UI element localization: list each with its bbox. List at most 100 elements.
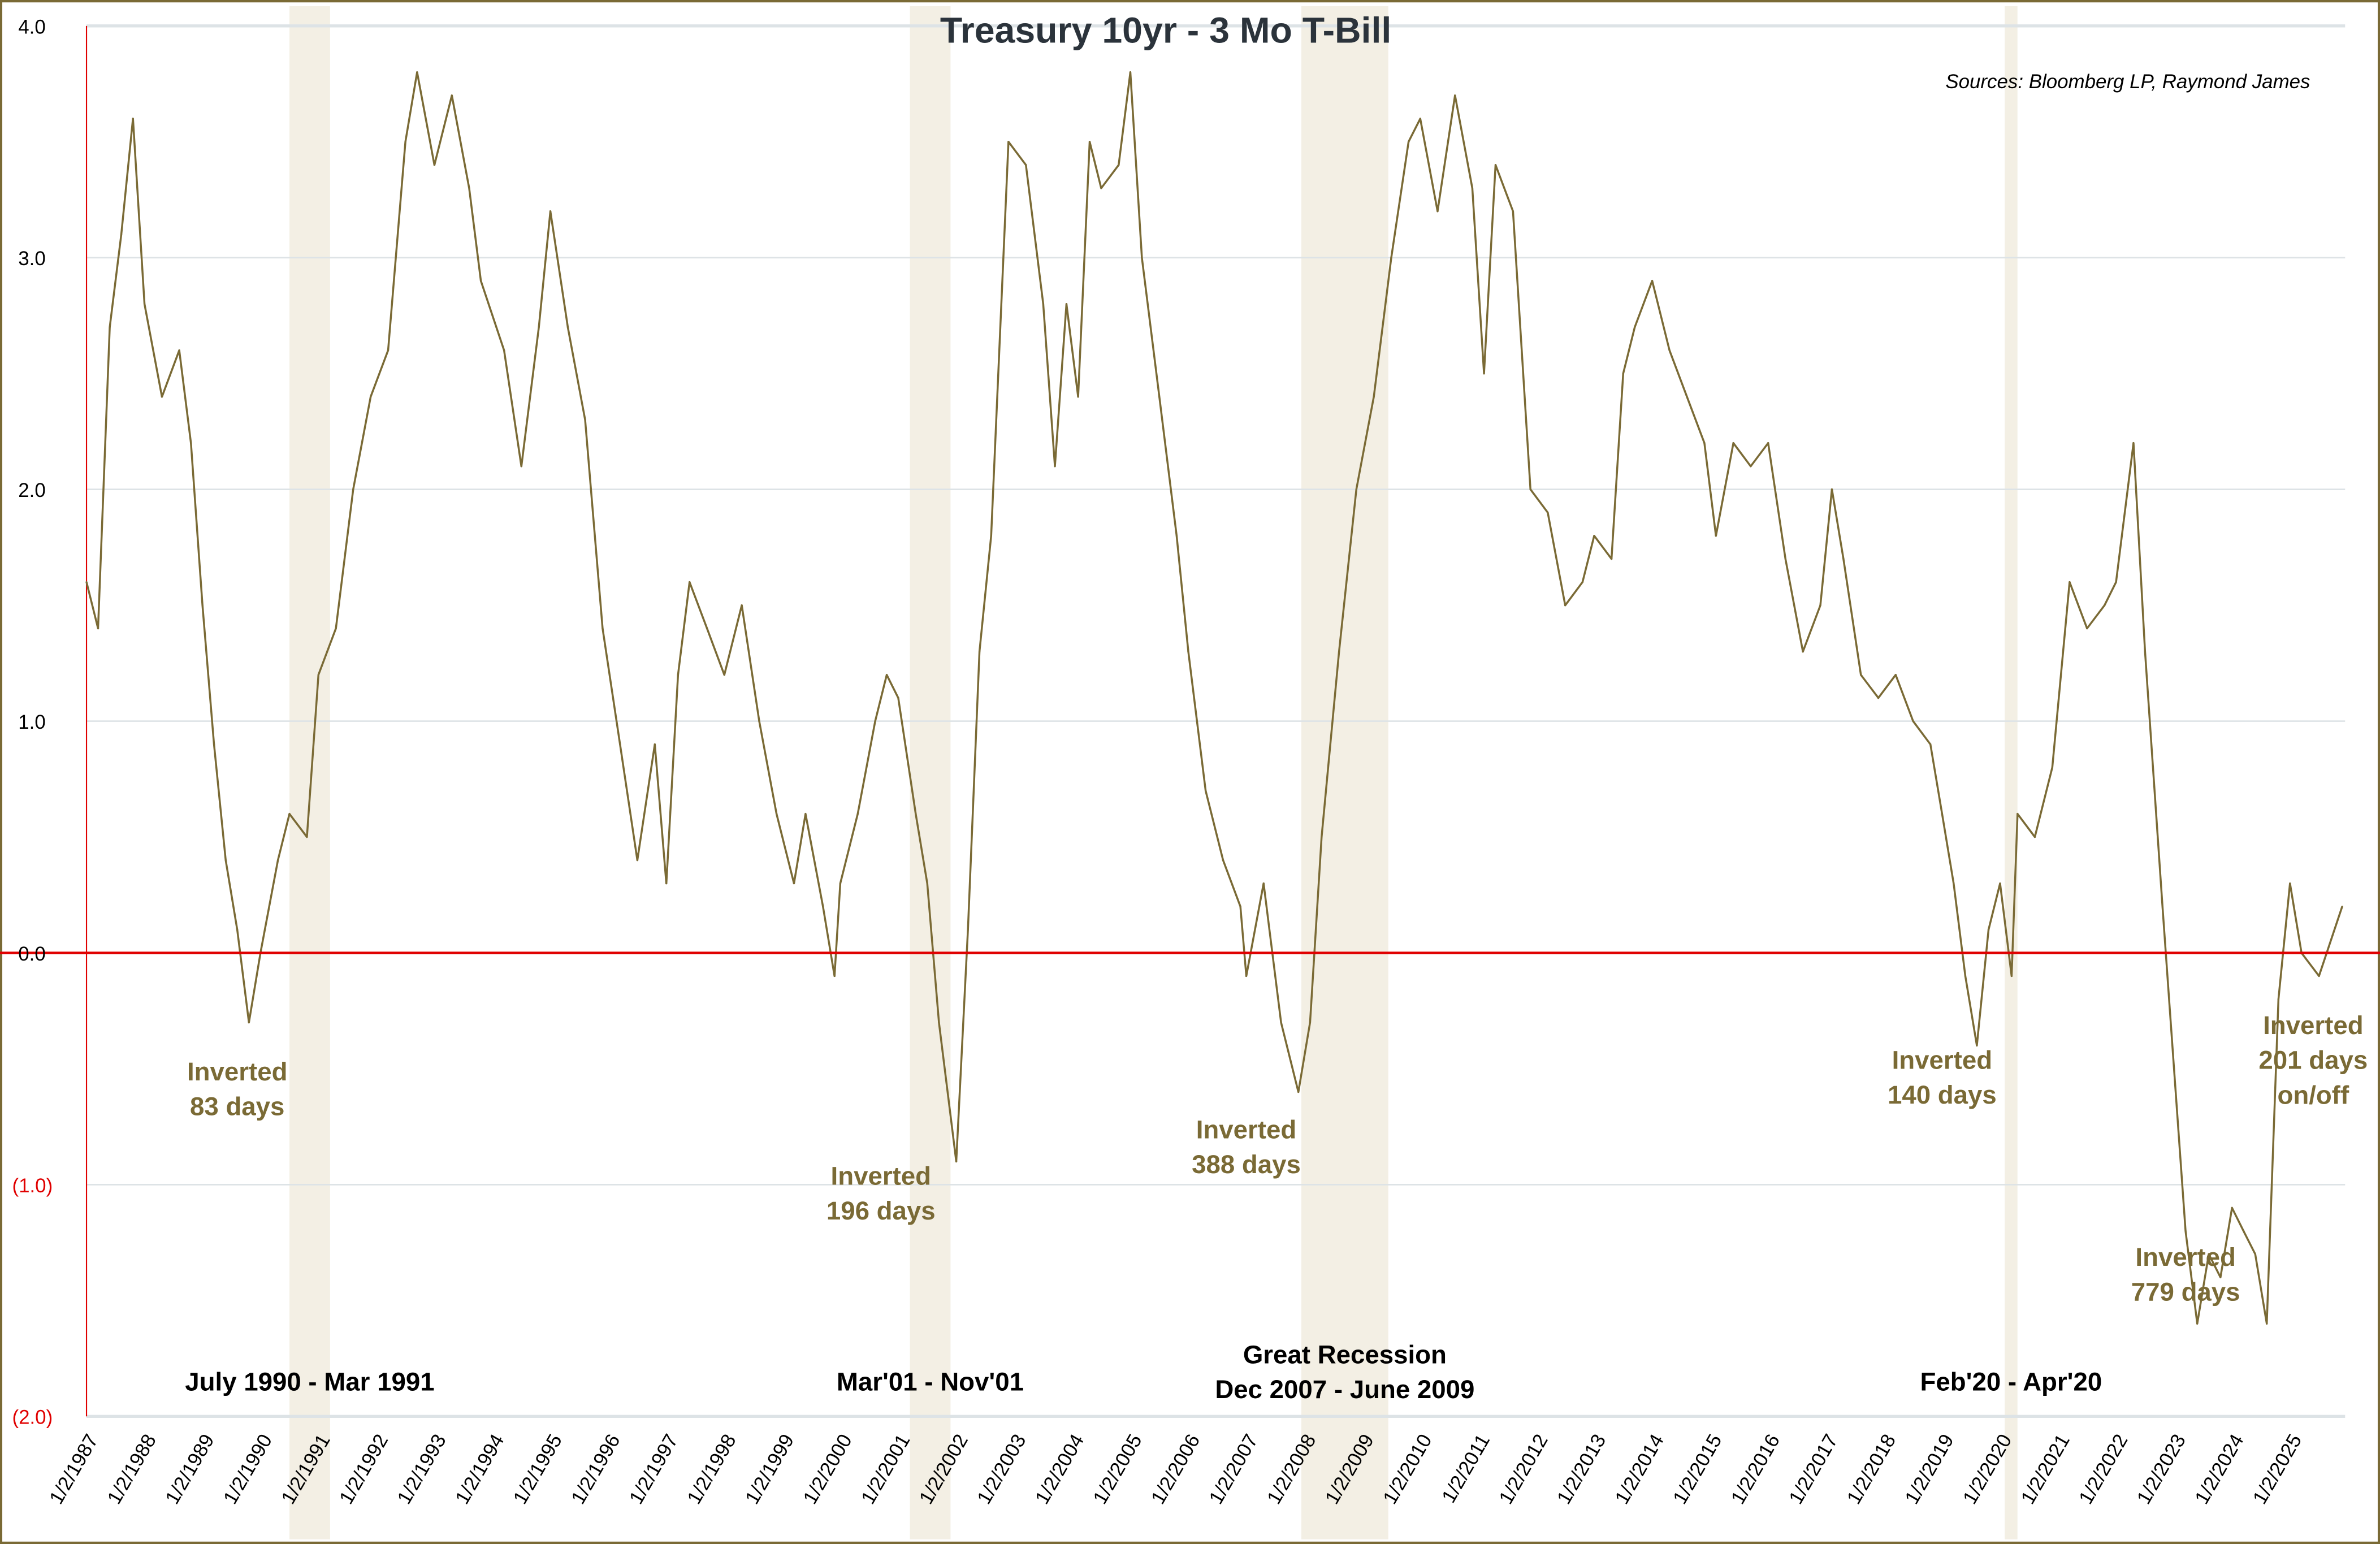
data-point: [885, 673, 888, 676]
inversion-annotation: Inverted: [2135, 1243, 2236, 1271]
data-point: [1941, 812, 1943, 815]
inversion-annotation: on/off: [2277, 1080, 2349, 1109]
data-point: [1390, 257, 1392, 259]
data-point: [2196, 1322, 2199, 1325]
data-point: [2132, 442, 2135, 444]
data-point: [2016, 812, 2019, 815]
data-point: [926, 882, 928, 885]
data-point: [161, 396, 163, 398]
data-point: [1686, 396, 1688, 398]
data-point: [1007, 141, 1010, 143]
data-point: [1877, 697, 1880, 699]
data-point: [1512, 210, 1514, 213]
data-point: [2341, 905, 2343, 908]
data-point: [2184, 1230, 2187, 1232]
data-point: [1158, 396, 1161, 398]
data-point: [938, 1021, 940, 1024]
data-point: [955, 1160, 958, 1162]
data-point: [201, 604, 204, 607]
data-point: [503, 349, 505, 352]
data-point: [741, 604, 743, 607]
data-point: [793, 882, 795, 885]
inversion-annotation: Inverted: [2263, 1011, 2363, 1040]
data-point: [856, 812, 859, 815]
data-point: [584, 419, 586, 421]
data-point: [2161, 905, 2163, 908]
inversion-annotation: Inverted: [1196, 1115, 1297, 1144]
spread-series-line: [85, 71, 2343, 1325]
data-point: [1262, 882, 1265, 885]
data-point: [2086, 627, 2088, 630]
data-point: [833, 975, 836, 978]
data-point: [2266, 1322, 2268, 1325]
data-point: [370, 396, 372, 398]
data-point: [804, 812, 807, 815]
inversion-annotation: 388 days: [1192, 1150, 1301, 1179]
data-point: [1593, 535, 1595, 537]
inversion-annotation: 779 days: [2131, 1278, 2240, 1307]
data-point: [1175, 535, 1178, 537]
inversion-annotation: Inverted: [831, 1161, 932, 1190]
data-point: [1622, 373, 1624, 375]
y-tick-label: 0.0: [18, 943, 46, 965]
data-point: [677, 673, 679, 676]
data-point: [1436, 210, 1439, 213]
chart-source: Sources: Bloomberg LP, Raymond James: [1945, 71, 2310, 93]
data-point: [416, 71, 418, 73]
data-point: [288, 812, 291, 815]
data-point: [335, 627, 337, 630]
y-tick-label: (1.0): [12, 1175, 53, 1197]
data-point: [723, 673, 725, 676]
data-point: [2010, 975, 2013, 978]
data-point: [120, 233, 123, 236]
data-point: [967, 928, 969, 931]
inversion-annotation: Inverted: [187, 1057, 288, 1086]
data-point: [404, 141, 406, 143]
data-point: [874, 720, 876, 723]
data-point: [2219, 1276, 2222, 1278]
data-point: [2208, 1253, 2210, 1255]
data-point: [1581, 581, 1584, 583]
recession-label: Feb'20 - Apr'20: [1920, 1368, 2102, 1396]
y-tick-label: 1.0: [18, 711, 46, 733]
data-point: [1239, 905, 1241, 908]
data-point: [619, 743, 621, 746]
data-point: [2115, 581, 2117, 583]
data-point: [915, 812, 917, 815]
recession-label: July 1990 - Mar 1991: [185, 1368, 434, 1396]
data-point: [1042, 303, 1045, 305]
data-point: [2173, 1067, 2175, 1070]
data-point: [2254, 1253, 2256, 1255]
data-point: [2069, 581, 2071, 583]
data-point: [2103, 604, 2106, 607]
inversion-annotation: 140 days: [1888, 1080, 1997, 1109]
data-point: [566, 326, 569, 328]
data-point: [1732, 442, 1734, 444]
recession-band: [910, 6, 951, 1539]
data-point: [1668, 349, 1671, 352]
data-point: [1338, 650, 1340, 653]
data-point: [1831, 488, 1833, 491]
data-point: [1355, 488, 1357, 491]
data-point: [979, 650, 981, 653]
data-point: [1454, 94, 1456, 97]
y-tick-label: 4.0: [18, 16, 46, 38]
data-point: [387, 349, 390, 352]
data-point: [2243, 1230, 2245, 1232]
data-point: [602, 627, 604, 630]
data-point: [1547, 512, 1549, 514]
data-point: [1703, 442, 1706, 444]
data-point: [1187, 650, 1189, 653]
data-point: [1205, 789, 1207, 792]
data-point: [190, 442, 192, 444]
data-point: [1634, 326, 1636, 328]
data-point: [1025, 164, 1027, 166]
data-point: [2277, 998, 2279, 1001]
data-point: [1065, 303, 1068, 305]
data-point: [213, 743, 215, 746]
data-point: [317, 673, 319, 676]
recession-label: Great Recession: [1243, 1340, 1447, 1369]
data-point: [1471, 187, 1474, 189]
data-point: [706, 627, 708, 630]
